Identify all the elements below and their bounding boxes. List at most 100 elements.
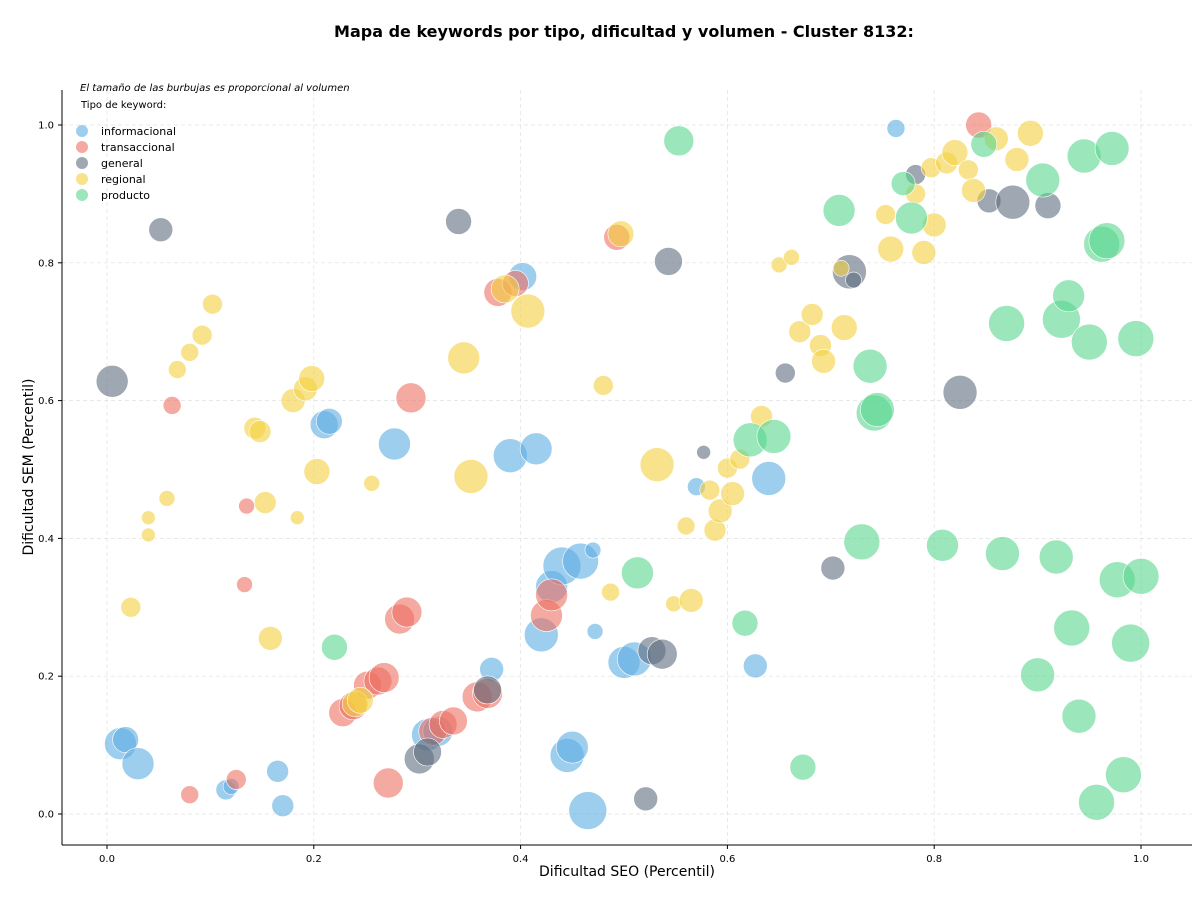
bubble-point (368, 662, 400, 693)
bubble-layer (95, 111, 1160, 830)
bubble-point (202, 293, 223, 315)
bubble-point (347, 687, 374, 714)
bubble-point (789, 753, 817, 781)
series-producto (321, 125, 1160, 821)
bubble-point (1061, 698, 1097, 734)
size-note: El tamaño de las burbujas es proporciona… (80, 83, 350, 94)
bubble-point (238, 497, 255, 515)
legend-label: producto (101, 189, 150, 202)
bubble-point (372, 767, 404, 799)
bubble-point (148, 217, 174, 243)
y-ticks: 0.0 0.2 0.4 0.6 0.8 1.0 (38, 121, 62, 821)
bubble-point (646, 638, 678, 670)
bubble-point (958, 159, 979, 181)
bubble-point (447, 341, 481, 375)
bubble-point (535, 578, 568, 612)
bubble-point (820, 555, 846, 581)
bubble-point (1111, 623, 1150, 663)
bubble-point (158, 490, 176, 507)
legend-label: general (101, 157, 143, 170)
legend-marker (76, 141, 88, 153)
bubble-point (601, 582, 620, 602)
bubble-point (510, 293, 546, 329)
bubble-point (168, 360, 187, 379)
x-tick-label: 0.6 (719, 854, 735, 865)
bubble-point (775, 362, 796, 384)
bubble-point (941, 139, 969, 166)
bubble-point (180, 343, 200, 362)
bubble-point (445, 208, 472, 235)
bubble-point (822, 194, 856, 227)
bubble-point (770, 256, 788, 274)
bubble-point (1038, 539, 1074, 575)
bubble-point (985, 536, 1020, 571)
series-transaccional (162, 111, 992, 805)
bubble-point (162, 396, 182, 415)
bubble-point (555, 730, 589, 764)
bubble-point (141, 527, 156, 543)
y-tick-label: 0.0 (38, 810, 54, 821)
legend-title: Tipo de keyword: (80, 100, 166, 111)
bubble-point (568, 791, 608, 830)
bubble-point (663, 125, 695, 157)
bubble-point (191, 324, 213, 346)
legend-marker (76, 125, 88, 137)
bubble-point (266, 759, 289, 783)
bubble-point (731, 609, 759, 637)
bubble-point (699, 479, 721, 501)
bubble-point (800, 303, 824, 326)
x-tick-label: 0.4 (513, 854, 529, 865)
bubble-point (988, 305, 1025, 342)
x-tick-label: 0.8 (926, 854, 942, 865)
bubble-point (439, 706, 468, 736)
bubble-point (473, 675, 502, 705)
bubble-point (1020, 657, 1055, 693)
y-axis-label: Dificultad SEM (Percentil) (21, 379, 37, 556)
bubble-point (141, 510, 156, 526)
bubble-point (120, 596, 142, 618)
bubble-point (875, 204, 896, 225)
x-axis-label: Dificultad SEO (Percentil) (539, 864, 715, 880)
bubble-point (271, 794, 295, 818)
bubble-point (843, 523, 881, 561)
legend-marker (76, 189, 88, 201)
bubble-point (519, 432, 553, 466)
bubble-point (830, 314, 858, 341)
bubble-point (1078, 783, 1115, 821)
x-tick-label: 0.2 (306, 854, 322, 865)
bubble-point (1117, 320, 1155, 357)
bubble-point (95, 365, 129, 398)
bubble-point (253, 491, 277, 514)
bubble-point (895, 201, 928, 235)
bubble-point (926, 528, 959, 562)
y-tick-label: 1.0 (38, 121, 54, 132)
bubble-point (121, 747, 155, 781)
bubble-point (707, 498, 733, 524)
bubble-point (363, 474, 381, 492)
legend: informacional transaccional general regiona… (76, 125, 176, 202)
bubble-point (1025, 162, 1061, 198)
bubble-point (586, 623, 604, 640)
bubble-point (1094, 131, 1130, 166)
legend-label: transaccional (101, 141, 175, 154)
bubble-point (911, 240, 937, 265)
bubble-point (236, 576, 253, 593)
bubble-point (788, 320, 812, 344)
y-tick-label: 0.6 (38, 396, 54, 407)
bubble-point (225, 769, 247, 790)
bubble-point (811, 349, 836, 374)
bubble-point (298, 365, 326, 392)
bubble-point (852, 348, 888, 384)
bubble-point (413, 737, 442, 767)
bubble-point (751, 461, 787, 496)
bubble-point (654, 247, 683, 276)
bubble-point (783, 248, 800, 266)
bubble-point (633, 786, 659, 812)
bubble-point (995, 184, 1031, 220)
y-tick-label: 0.2 (38, 672, 54, 683)
bubble-point (1071, 323, 1108, 361)
series-informacional (104, 119, 906, 830)
series-regional (120, 119, 1044, 718)
bubble-point (639, 447, 675, 482)
bubble-point (289, 510, 305, 526)
